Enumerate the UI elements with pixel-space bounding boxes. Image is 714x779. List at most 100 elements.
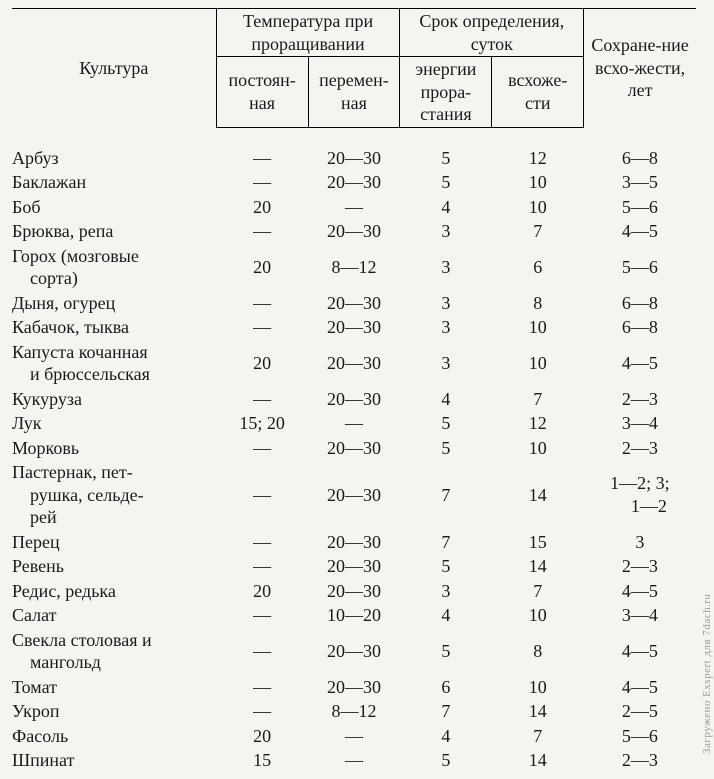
- cell-temp-var: 20—30: [308, 436, 400, 461]
- col-temp-var: перемен-ная: [308, 57, 400, 128]
- cell-temp-const: —: [216, 699, 308, 724]
- table-row: Пастернак, пет-рушка, сельде-рей—20—307 1…: [12, 460, 696, 530]
- cell-days-energy: 5: [400, 748, 492, 773]
- cell-temp-const: 20: [216, 244, 308, 291]
- cell-days-energy: 3: [400, 219, 492, 244]
- cell-temp-const: 20: [216, 340, 308, 387]
- cell-days-energy: 5: [400, 411, 492, 436]
- cell-temp-var: 20—30: [308, 460, 400, 530]
- table-row: Кабачок, тыква—20—303106—8: [12, 315, 696, 340]
- cell-temp-var: 20—30: [308, 315, 400, 340]
- cell-days-energy: 5: [400, 170, 492, 195]
- table-header: Культура Температура при проращивании Ср…: [12, 9, 696, 128]
- cell-days-energy: 3: [400, 315, 492, 340]
- cell-temp-const: —: [216, 460, 308, 530]
- cell-temp-var: 8—12: [308, 699, 400, 724]
- cell-days-energy: 5: [400, 436, 492, 461]
- cell-temp-var: 20—30: [308, 340, 400, 387]
- cell-days-germ: 7: [492, 219, 584, 244]
- cell-days-energy: 4: [400, 387, 492, 412]
- cell-temp-var: 8—12: [308, 244, 400, 291]
- cell-storage: 6—8: [584, 291, 696, 316]
- cell-storage: 2—3: [584, 436, 696, 461]
- cell-culture: Ревень: [12, 554, 216, 579]
- cell-days-germ: 7: [492, 387, 584, 412]
- cell-days-energy: 3: [400, 244, 492, 291]
- cell-days-energy: 5: [400, 554, 492, 579]
- table-row: Кукуруза—20—30472—3: [12, 387, 696, 412]
- cell-days-germ: 10: [492, 195, 584, 220]
- table-row: Капуста кочаннаяи брюссельская2020—30310…: [12, 340, 696, 387]
- cell-days-energy: 3: [400, 340, 492, 387]
- cell-temp-const: 20: [216, 724, 308, 749]
- cell-storage: 5—6: [584, 724, 696, 749]
- cell-temp-const: —: [216, 554, 308, 579]
- cell-temp-var: 20—30: [308, 675, 400, 700]
- cell-days-germ: 7: [492, 579, 584, 604]
- cell-days-germ: 8: [492, 291, 584, 316]
- cell-days-energy: 4: [400, 603, 492, 628]
- cell-storage: 2—5: [584, 699, 696, 724]
- cell-culture: Свекла столовая имангольд: [12, 628, 216, 675]
- table-row: Салат—10—204103—4: [12, 603, 696, 628]
- colgroup-days: Срок определения, суток: [400, 9, 584, 57]
- cell-culture: Томат: [12, 675, 216, 700]
- cell-days-germ: 12: [492, 411, 584, 436]
- cell-temp-const: —: [216, 530, 308, 555]
- cell-storage: 3—5: [584, 170, 696, 195]
- cell-temp-var: 20—30: [308, 146, 400, 171]
- cell-storage: 4—5: [584, 579, 696, 604]
- cell-temp-var: 20—30: [308, 554, 400, 579]
- cell-culture: Перец: [12, 530, 216, 555]
- cell-temp-var: 20—30: [308, 628, 400, 675]
- cell-days-energy: 5: [400, 146, 492, 171]
- cell-storage: 1—2; 3;1—2: [584, 460, 696, 530]
- cell-days-energy: 3: [400, 291, 492, 316]
- cell-days-energy: 4: [400, 195, 492, 220]
- table-row: Укроп—8—127142—5: [12, 699, 696, 724]
- cell-temp-const: —: [216, 387, 308, 412]
- cell-temp-const: —: [216, 603, 308, 628]
- cell-temp-var: 20—30: [308, 291, 400, 316]
- cell-days-germ: 10: [492, 603, 584, 628]
- cell-culture: Кукуруза: [12, 387, 216, 412]
- table-page: Культура Температура при проращивании Ср…: [0, 0, 714, 779]
- cell-storage: 4—5: [584, 675, 696, 700]
- cell-temp-var: 20—30: [308, 579, 400, 604]
- cell-storage: 5—6: [584, 244, 696, 291]
- table-row: Шпинат15—5142—3: [12, 748, 696, 773]
- col-days-energy: энергии прора-стания: [400, 57, 492, 128]
- cell-days-germ: 6: [492, 244, 584, 291]
- cell-culture: Баклажан: [12, 170, 216, 195]
- cell-days-germ: 12: [492, 146, 584, 171]
- data-table: Культура Температура при проращивании Ср…: [12, 8, 696, 773]
- cell-temp-const: —: [216, 436, 308, 461]
- cell-temp-var: 20—30: [308, 530, 400, 555]
- cell-storage: 2—3: [584, 387, 696, 412]
- cell-temp-var: —: [308, 411, 400, 436]
- cell-storage: 2—3: [584, 748, 696, 773]
- table-row: Арбуз—20—305126—8: [12, 146, 696, 171]
- table-row: Морковь—20—305102—3: [12, 436, 696, 461]
- cell-days-energy: 7: [400, 460, 492, 530]
- cell-culture: Дыня, огурец: [12, 291, 216, 316]
- cell-storage: 3—4: [584, 411, 696, 436]
- cell-culture: Арбуз: [12, 146, 216, 171]
- cell-temp-const: 15: [216, 748, 308, 773]
- cell-temp-const: 20: [216, 579, 308, 604]
- table-row: Брюква, репа—20—30374—5: [12, 219, 696, 244]
- table-row: Перец—20—307153: [12, 530, 696, 555]
- cell-culture: Шпинат: [12, 748, 216, 773]
- cell-culture: Пастернак, пет-рушка, сельде-рей: [12, 460, 216, 530]
- cell-culture: Брюква, репа: [12, 219, 216, 244]
- cell-storage: 6—8: [584, 146, 696, 171]
- colgroup-temp: Температура при проращивании: [216, 9, 400, 57]
- cell-temp-var: —: [308, 724, 400, 749]
- cell-temp-const: —: [216, 219, 308, 244]
- cell-storage: 4—5: [584, 628, 696, 675]
- cell-temp-var: —: [308, 748, 400, 773]
- table-row: Лук15; 20—5123—4: [12, 411, 696, 436]
- cell-days-germ: 10: [492, 315, 584, 340]
- cell-storage: 5—6: [584, 195, 696, 220]
- cell-days-germ: 10: [492, 340, 584, 387]
